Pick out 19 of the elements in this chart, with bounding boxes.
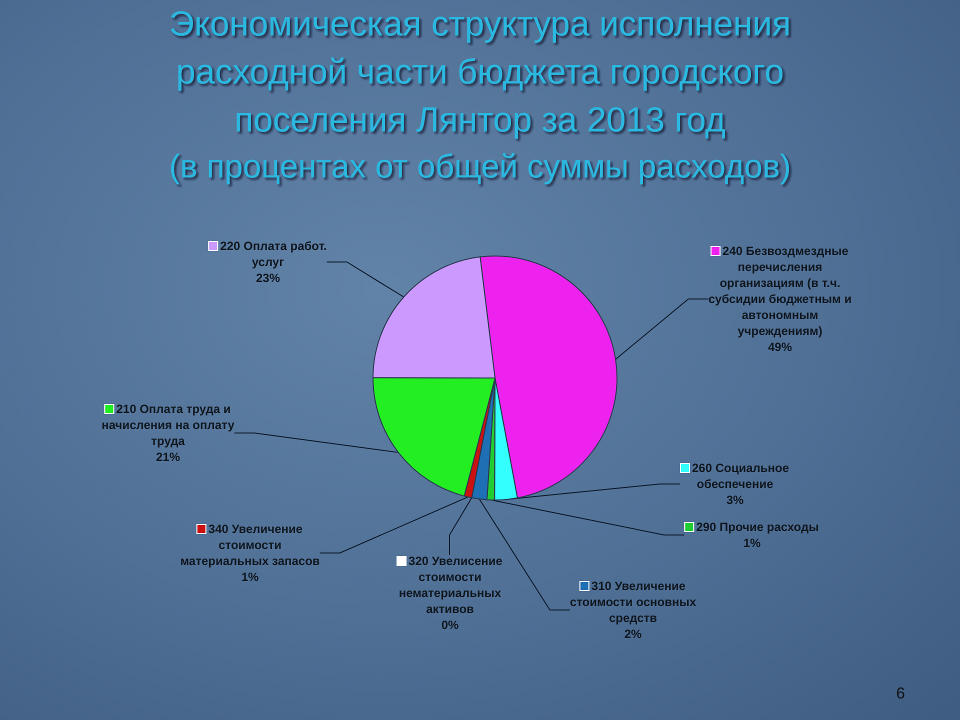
data-label: 2% bbox=[624, 627, 642, 641]
legend-label: 240 Безвоздмездные перечисления организациям (в т.ч. субсидии бюджетным и автономным учреждениям) bbox=[708, 244, 852, 338]
data-label: 23% bbox=[256, 271, 280, 285]
legend-label: 210 Оплата труда и начисления на оплату труда bbox=[102, 402, 235, 448]
chart-title: Экономическая структура исполнения расходной части бюджета городского поселения Лянтор за 2013 год bbox=[169, 4, 791, 140]
data-label: 3% bbox=[726, 493, 744, 507]
legend-label: 260 Социальное обеспечение bbox=[692, 461, 790, 491]
legend-label: 220 Оплата работ. услуг bbox=[220, 239, 327, 269]
data-label: 21% bbox=[156, 450, 180, 464]
legend-label: 310 Увеличение стоимости основных средств bbox=[570, 579, 696, 625]
legend-label: 340 Увеличение стоимости материальных запасов bbox=[180, 522, 320, 568]
legend-label: 320 Увелисение стоимости нематериальных активов bbox=[398, 554, 503, 616]
data-label: 1% bbox=[241, 570, 259, 584]
legend-label: 290 Прочие расходы bbox=[696, 520, 819, 534]
chart-subtitle: (в процентах от общей суммы расходов) bbox=[168, 148, 792, 184]
text: 6 bbox=[896, 686, 906, 702]
data-label: 1% bbox=[743, 536, 761, 550]
data-label: 49% bbox=[768, 340, 792, 354]
text: 0% bbox=[441, 618, 459, 632]
